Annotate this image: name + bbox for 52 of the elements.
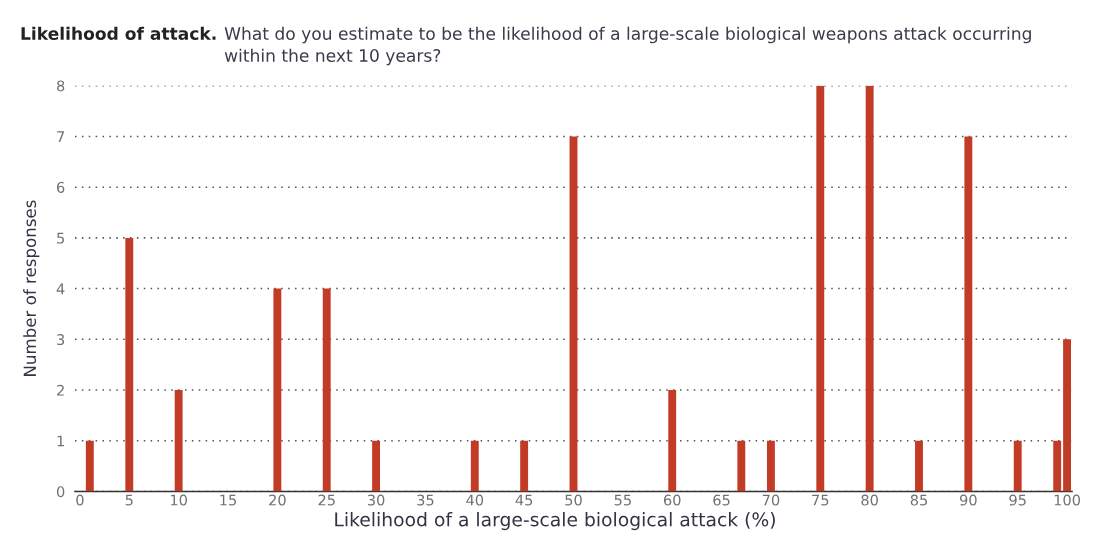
y-tick-label: 4 xyxy=(56,283,65,295)
y-axis-title: Number of responses xyxy=(23,200,40,376)
bar xyxy=(273,288,282,492)
x-tick-label: 25 xyxy=(318,494,335,506)
bar xyxy=(520,440,529,492)
bar xyxy=(1013,440,1022,492)
x-tick-label: 40 xyxy=(466,494,484,506)
bar xyxy=(174,390,183,492)
chart-title: Likelihood of attack. xyxy=(21,26,216,40)
bar xyxy=(322,288,331,492)
y-tick-label: 3 xyxy=(57,334,65,346)
y-tick-label: 0 xyxy=(56,486,65,498)
x-tick-label: 85 xyxy=(910,494,927,506)
bar xyxy=(865,85,874,492)
x-tick-label: 30 xyxy=(367,494,385,506)
x-tick-label: 95 xyxy=(1009,494,1026,506)
x-tick-label: 50 xyxy=(565,494,582,506)
x-tick-label: 90 xyxy=(959,494,977,506)
bar xyxy=(1053,440,1062,492)
y-tick-label: 6 xyxy=(57,181,65,193)
x-tick-label: 55 xyxy=(614,494,631,506)
bar xyxy=(737,440,746,492)
x-tick-label: 70 xyxy=(762,494,780,506)
x-tick-label: 15 xyxy=(220,494,237,506)
y-tick-label: 8 xyxy=(56,80,65,92)
x-tick-label: 5 xyxy=(125,494,133,506)
bar xyxy=(766,440,775,492)
bar xyxy=(470,440,479,492)
y-tick-label: 1 xyxy=(57,435,64,447)
x-tick-label: 65 xyxy=(713,494,730,506)
bar xyxy=(668,390,677,492)
bar xyxy=(85,440,94,492)
y-tick-label: 2 xyxy=(57,384,64,396)
x-tick-label: 20 xyxy=(269,494,286,506)
x-tick-label: 35 xyxy=(417,494,434,506)
x-axis-title: Likelihood of a large-scale biological attack (%) xyxy=(335,512,775,531)
chart-subtitle: What do you estimate to be the likelihood of a large-scale biological weapons attack occurring within the next 10 years? xyxy=(224,26,1031,66)
bar xyxy=(816,85,825,492)
x-tick-label: 10 xyxy=(170,494,187,506)
x-tick-label: 100 xyxy=(1054,494,1081,506)
x-tick-label: 60 xyxy=(663,494,681,506)
bar xyxy=(372,440,381,492)
x-tick-label: 80 xyxy=(861,494,878,506)
bar xyxy=(915,440,923,492)
x-tick-label: 75 xyxy=(812,494,829,506)
y-tick-label: 7 xyxy=(57,131,65,142)
bar xyxy=(1063,339,1072,492)
bar xyxy=(964,136,973,492)
x-tick-label: 45 xyxy=(515,494,533,506)
x-tick-label: 0 xyxy=(76,494,84,506)
y-tick-label: 5 xyxy=(57,232,64,244)
bar xyxy=(125,237,134,492)
